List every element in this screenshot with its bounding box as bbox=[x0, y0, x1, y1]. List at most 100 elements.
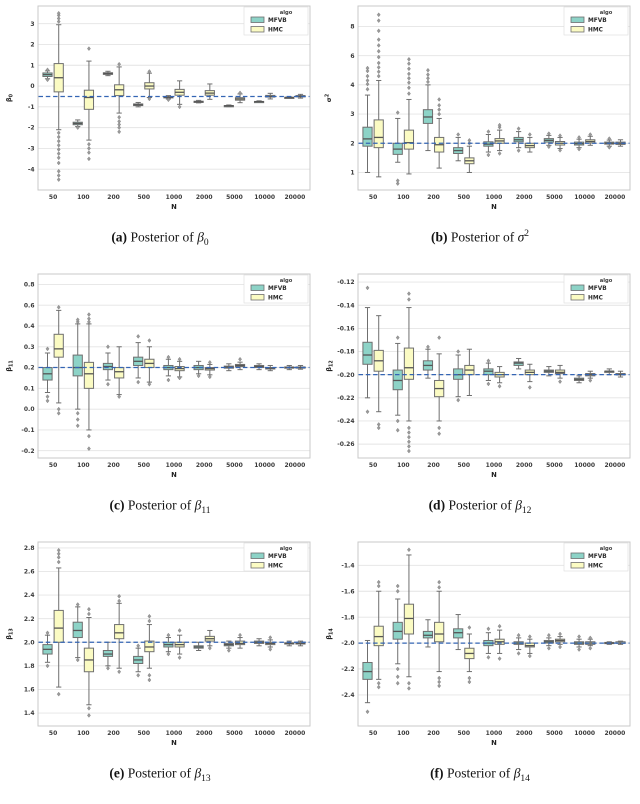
svg-text:20000: 20000 bbox=[284, 730, 305, 737]
svg-text:algo: algo bbox=[280, 278, 293, 284]
svg-text:0.8: 0.8 bbox=[24, 281, 35, 288]
caption-text: Posterior of bbox=[127, 229, 198, 245]
svg-text:2.4: 2.4 bbox=[24, 592, 35, 599]
svg-text:8: 8 bbox=[350, 24, 354, 31]
svg-text:200: 200 bbox=[427, 730, 440, 737]
svg-text:2.0: 2.0 bbox=[24, 639, 35, 646]
boxplot-beta14: -1.4 -1.6 -1.8 -2.0 -2.2 -2.4 50 100 200 500 1000 2… bbox=[322, 538, 638, 752]
svg-text:20000: 20000 bbox=[604, 194, 625, 201]
caption-text: Posterior of bbox=[124, 497, 195, 513]
svg-text:10000: 10000 bbox=[254, 194, 275, 201]
svg-text:0.3: 0.3 bbox=[24, 344, 35, 351]
caption-tag: (d) bbox=[428, 497, 446, 513]
svg-text:500: 500 bbox=[458, 194, 471, 201]
svg-text:N: N bbox=[491, 739, 497, 747]
svg-text:50: 50 bbox=[369, 194, 377, 201]
chart-svg: 0.8 0.6 0.4 0.3 0.2 0.1 0.0 -0.1 -0.2 50 100 200 500… bbox=[2, 270, 318, 484]
svg-text:HMC: HMC bbox=[268, 296, 283, 302]
svg-text:-0.22: -0.22 bbox=[337, 395, 354, 402]
svg-text:-1.4: -1.4 bbox=[341, 562, 354, 569]
svg-text:HMC: HMC bbox=[588, 28, 603, 34]
svg-text:500: 500 bbox=[138, 730, 151, 737]
svg-text:2.2: 2.2 bbox=[24, 616, 35, 623]
svg-text:20000: 20000 bbox=[284, 194, 305, 201]
caption-text: Posterior of bbox=[443, 765, 514, 781]
svg-text:5000: 5000 bbox=[226, 730, 243, 737]
svg-text:5000: 5000 bbox=[546, 462, 563, 469]
svg-text:20000: 20000 bbox=[604, 462, 625, 469]
caption-tag: (e) bbox=[109, 765, 125, 781]
svg-text:0.6: 0.6 bbox=[24, 302, 35, 309]
svg-text:50: 50 bbox=[49, 462, 57, 469]
svg-text:200: 200 bbox=[107, 194, 120, 201]
caption-superscript: 2 bbox=[524, 229, 530, 239]
svg-text:100: 100 bbox=[77, 730, 90, 737]
caption-subscript: 0 bbox=[203, 238, 209, 249]
caption-text: Posterior of bbox=[447, 229, 518, 245]
svg-text:20000: 20000 bbox=[604, 730, 625, 737]
panel-e: 2.8 2.6 2.4 2.2 2.0 1.8 1.6 1.4 50 100 200 500 1000 2… bbox=[0, 536, 320, 804]
caption-symbol: β bbox=[513, 765, 521, 781]
caption-symbol: β bbox=[194, 497, 202, 513]
svg-text:-1: -1 bbox=[28, 104, 35, 111]
svg-text:0: 0 bbox=[30, 83, 34, 90]
svg-text:0.4: 0.4 bbox=[24, 323, 35, 330]
boxplot-beta12: -0.12 -0.14 -0.16 -0.18 -0.20 -0.22 -0.24 -0.26… bbox=[322, 270, 638, 484]
svg-text:6: 6 bbox=[350, 53, 354, 60]
svg-text:1.8: 1.8 bbox=[24, 663, 35, 670]
svg-text:500: 500 bbox=[458, 462, 471, 469]
svg-text:1000: 1000 bbox=[486, 194, 503, 201]
svg-text:σ2: σ2 bbox=[325, 94, 333, 102]
svg-text:algo: algo bbox=[600, 546, 613, 552]
svg-text:2.8: 2.8 bbox=[24, 545, 35, 552]
svg-text:10000: 10000 bbox=[254, 462, 275, 469]
svg-text:100: 100 bbox=[397, 462, 410, 469]
caption-tag: (c) bbox=[109, 497, 125, 513]
svg-text:MFVB: MFVB bbox=[588, 18, 607, 24]
svg-text:β14: β14 bbox=[325, 628, 335, 640]
svg-text:4: 4 bbox=[350, 82, 354, 89]
svg-text:N: N bbox=[171, 739, 177, 747]
caption-tag: (b) bbox=[430, 229, 448, 245]
svg-text:1: 1 bbox=[350, 170, 354, 177]
caption-subscript: 13 bbox=[201, 774, 211, 785]
svg-text:2000: 2000 bbox=[516, 462, 533, 469]
svg-text:-2.2: -2.2 bbox=[341, 666, 354, 673]
svg-text:1.6: 1.6 bbox=[24, 687, 35, 694]
chart-svg: -0.12 -0.14 -0.16 -0.18 -0.20 -0.22 -0.24 -0.26… bbox=[322, 270, 638, 484]
svg-text:-1.6: -1.6 bbox=[341, 588, 354, 595]
panel-f: -1.4 -1.6 -1.8 -2.0 -2.2 -2.4 50 100 200 500 1000 2… bbox=[320, 536, 640, 804]
svg-text:200: 200 bbox=[427, 462, 440, 469]
boxplot-sigma2: 8 6 4 3 2 1 50 100 200 500 1000 2000 5000 10000 20000 N… bbox=[322, 2, 638, 216]
svg-text:100: 100 bbox=[397, 730, 410, 737]
svg-text:10000: 10000 bbox=[254, 730, 275, 737]
caption-symbol: σ bbox=[517, 229, 525, 245]
svg-text:5000: 5000 bbox=[546, 194, 563, 201]
svg-text:-0.2: -0.2 bbox=[21, 448, 34, 455]
svg-text:MFVB: MFVB bbox=[588, 286, 607, 292]
svg-text:200: 200 bbox=[427, 194, 440, 201]
panel-b: 8 6 4 3 2 1 50 100 200 500 1000 2000 5000 10000 20000 N… bbox=[320, 0, 640, 268]
svg-text:5000: 5000 bbox=[226, 462, 243, 469]
svg-text:algo: algo bbox=[280, 546, 293, 552]
boxplot-beta13: 2.8 2.6 2.4 2.2 2.0 1.8 1.6 1.4 50 100 200 500 1000 2… bbox=[2, 538, 318, 752]
svg-text:2000: 2000 bbox=[196, 730, 213, 737]
svg-text:N: N bbox=[171, 471, 177, 479]
svg-text:MFVB: MFVB bbox=[268, 286, 287, 292]
svg-text:-3: -3 bbox=[28, 146, 35, 153]
svg-text:3: 3 bbox=[30, 21, 34, 28]
svg-text:MFVB: MFVB bbox=[588, 554, 607, 560]
svg-text:β11: β11 bbox=[5, 360, 15, 371]
caption-subscript: 12 bbox=[521, 506, 532, 517]
svg-text:500: 500 bbox=[458, 730, 471, 737]
svg-text:2000: 2000 bbox=[196, 194, 213, 201]
svg-text:-4: -4 bbox=[28, 166, 35, 173]
svg-text:HMC: HMC bbox=[588, 296, 603, 302]
caption-d: (d) Posterior of β12 bbox=[428, 497, 532, 517]
caption-e: (e) Posterior of β13 bbox=[109, 765, 211, 785]
svg-text:50: 50 bbox=[49, 194, 57, 201]
chart-svg: 8 6 4 3 2 1 50 100 200 500 1000 2000 5000 10000 20000 N… bbox=[322, 2, 638, 216]
svg-text:algo: algo bbox=[600, 10, 613, 16]
svg-text:-0.18: -0.18 bbox=[337, 349, 354, 356]
